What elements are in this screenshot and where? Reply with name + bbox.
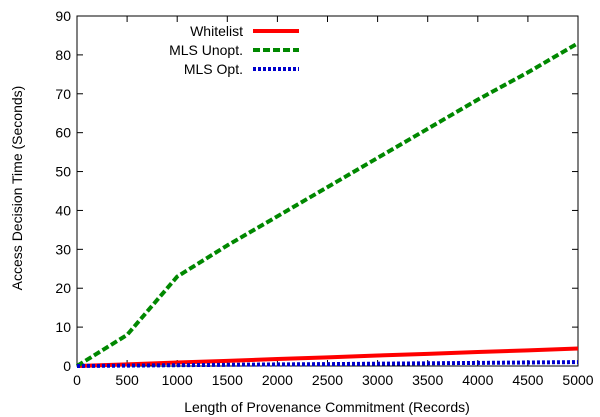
legend-label-whitelist: Whitelist — [190, 23, 243, 39]
series-line-mls-unopt — [75, 41, 580, 368]
x-tick-label: 3500 — [412, 372, 443, 388]
y-tick-label: 20 — [55, 280, 71, 296]
y-tick-label: 90 — [55, 8, 71, 24]
x-tick-label: 0 — [73, 372, 81, 388]
x-tick-label: 1000 — [162, 372, 193, 388]
y-tick-label: 80 — [55, 47, 71, 63]
plot-frame — [76, 15, 579, 367]
y-tick-label: 50 — [55, 164, 71, 180]
x-tick-label: 3000 — [362, 372, 393, 388]
y-tick-label: 60 — [55, 125, 71, 141]
series-line-whitelist — [76, 346, 579, 368]
y-tick-label: 70 — [55, 86, 71, 102]
series-line-mls-opt — [76, 360, 579, 368]
y-tick-label: 40 — [55, 202, 71, 218]
legend-label-mls-unopt: MLS Unopt. — [169, 42, 243, 58]
x-tick-label: 1500 — [212, 372, 243, 388]
x-tick-label: 2000 — [262, 372, 293, 388]
x-tick-label: 500 — [115, 372, 139, 388]
series-lines — [75, 41, 580, 368]
y-tick-label: 0 — [63, 358, 71, 374]
x-axis-label: Length of Provenance Commitment (Records… — [184, 399, 470, 415]
axes: 0 10 20 30 40 50 60 70 80 90 0 500 1000 1500 2000 2500 3… — [55, 8, 593, 388]
x-tick-label: 2500 — [312, 372, 343, 388]
legend-label-mls-opt: MLS Opt. — [184, 61, 243, 77]
x-tick-label: 5000 — [562, 372, 593, 388]
legend: Whitelist MLS Unopt. MLS Opt. — [169, 23, 299, 77]
x-tick-label: 4000 — [462, 372, 493, 388]
y-tick-label: 30 — [55, 241, 71, 257]
y-tick-label: 10 — [55, 319, 71, 335]
y-axis-label: Access Decision Time (Seconds) — [9, 86, 25, 291]
x-tick-label: 4500 — [512, 372, 543, 388]
